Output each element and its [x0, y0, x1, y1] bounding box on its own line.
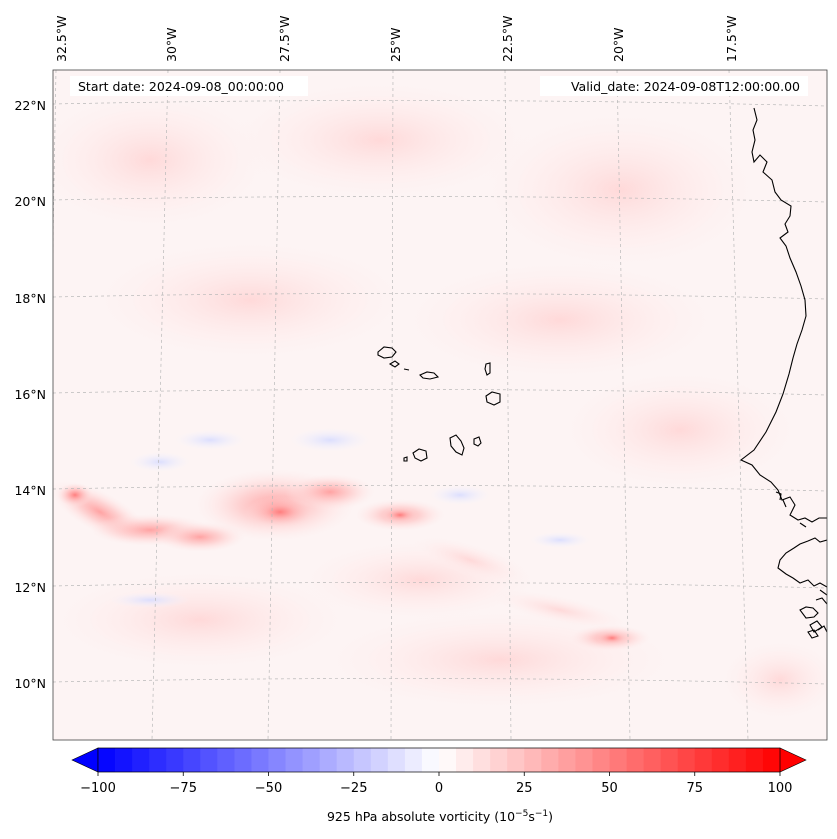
colorbar-step — [609, 748, 627, 772]
header: Start date: 2024-09-08_00:00:00 Valid_da… — [70, 76, 808, 96]
colorbar-ticks: −100 −75 −50 −25 0 25 50 75 100 — [80, 772, 792, 796]
gridlines — [53, 70, 827, 740]
colorbar-tick-label: 100 — [768, 781, 793, 796]
coastlines — [377, 107, 827, 639]
colorbar-tick-label: 25 — [516, 781, 533, 796]
colorbar-step — [490, 748, 508, 772]
lat-tick-14n: 14°N — [14, 483, 46, 498]
map-frame — [52, 69, 828, 741]
colorbar-step — [558, 748, 576, 772]
colorbar-step — [541, 748, 559, 772]
colorbar-step — [302, 748, 321, 772]
start-date-label: Start date: 2024-09-08_00:00:00 — [78, 79, 284, 94]
colorbar-step — [149, 748, 167, 772]
valid-date-label: Valid_date: 2024-09-08T12:00:00.00 — [571, 79, 800, 94]
colorbar-step — [166, 748, 184, 772]
lat-tick-18n: 18°N — [14, 291, 46, 306]
colorbar-step — [524, 748, 542, 772]
lon-tick-32.5w: 32.5°W — [54, 16, 69, 62]
colorbar-step — [353, 748, 372, 772]
colorbar-step — [404, 748, 423, 772]
lon-tick-25w: 25°W — [388, 27, 403, 62]
colorbar-step — [234, 748, 252, 772]
colorbar-step — [745, 748, 764, 772]
colorbar-tick-label: 0 — [435, 781, 443, 796]
colorbar-step — [98, 748, 116, 772]
colorbar-step — [370, 748, 389, 772]
colorbar-step — [473, 748, 491, 772]
colorbar-tick-label: −100 — [80, 781, 116, 796]
colorbar-extend-high — [779, 747, 807, 773]
lon-tick-27.5w: 27.5°W — [277, 16, 292, 62]
longitude-ticks: 32.5°W 30°W 27.5°W 25°W 22.5°W 20°W 17.5… — [54, 16, 739, 62]
colorbar-tick-label: 75 — [686, 781, 703, 796]
lon-tick-30w: 30°W — [164, 27, 179, 62]
colorbar-step — [115, 748, 133, 772]
lon-tick-20w: 20°W — [611, 27, 626, 62]
colorbar-step — [762, 748, 781, 772]
colorbar: −100 −75 −50 −25 0 25 50 75 100 925 hPa absolute… — [71, 747, 807, 824]
colorbar-steps — [98, 748, 781, 772]
colorbar-step — [268, 748, 286, 772]
lat-tick-10n: 10°N — [14, 676, 46, 691]
colorbar-step — [132, 748, 150, 772]
lon-tick-17.5w: 17.5°W — [724, 16, 739, 62]
colorbar-extend-low — [71, 747, 99, 773]
colorbar-step — [319, 748, 338, 772]
colorbar-step — [677, 748, 696, 772]
lon-tick-22.5w: 22.5°W — [500, 16, 515, 62]
colorbar-step — [251, 748, 269, 772]
colorbar-step — [387, 748, 406, 772]
colorbar-step — [336, 748, 355, 772]
colorbar-step — [439, 748, 457, 772]
colorbar-step — [575, 748, 593, 772]
lat-tick-22n: 22°N — [14, 98, 46, 113]
colorbar-tick-label: −25 — [340, 781, 367, 796]
colorbar-step — [200, 748, 218, 772]
colorbar-label: 925 hPa absolute vorticity (10−5s−1) — [327, 809, 553, 824]
colorbar-tick-label: −75 — [170, 781, 197, 796]
cabo-verde-islands — [377, 346, 501, 462]
colorbar-step — [217, 748, 235, 772]
start-date-box — [70, 76, 308, 96]
colorbar-step — [694, 748, 713, 772]
colorbar-step — [711, 748, 730, 772]
latitude-ticks: 22°N 20°N 18°N 16°N 14°N 12°N 10°N — [14, 98, 46, 691]
lat-tick-20n: 20°N — [14, 194, 46, 209]
colorbar-step — [421, 748, 440, 772]
colorbar-step — [456, 748, 474, 772]
colorbar-tick-label: −50 — [255, 781, 282, 796]
colorbar-tick-label: 50 — [601, 781, 618, 796]
valid-date-box — [540, 76, 808, 96]
west-africa-coastline — [739, 107, 827, 639]
colorbar-step — [660, 748, 679, 772]
colorbar-step — [592, 748, 610, 772]
colorbar-step — [728, 748, 747, 772]
colorbar-step — [643, 748, 662, 772]
lat-tick-12n: 12°N — [14, 580, 46, 595]
colorbar-step — [626, 748, 644, 772]
lat-tick-16n: 16°N — [14, 387, 46, 402]
colorbar-step — [285, 748, 303, 772]
colorbar-step — [507, 748, 525, 772]
map-panel: Start date: 2024-09-08_00:00:00 Valid_da… — [52, 69, 828, 741]
colorbar-step — [183, 748, 201, 772]
